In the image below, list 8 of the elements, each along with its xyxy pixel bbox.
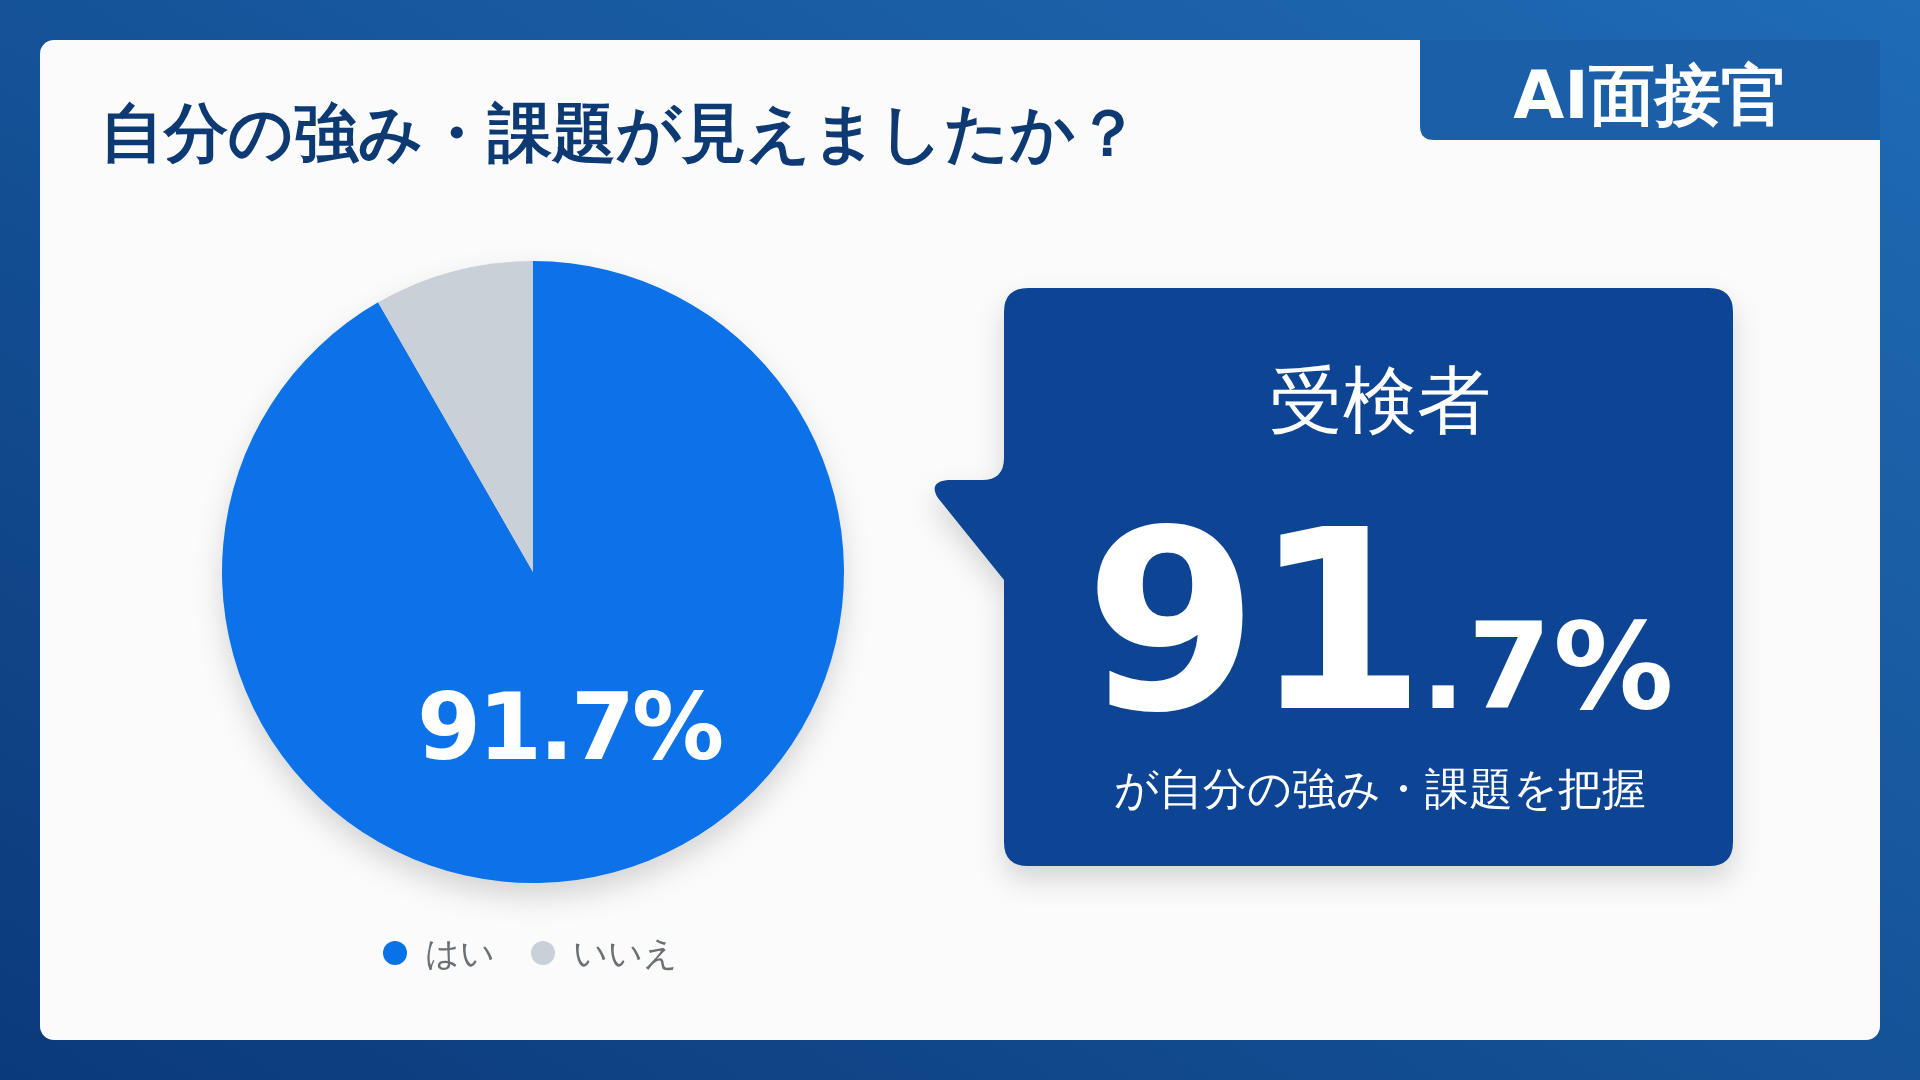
text: AI面接官 xyxy=(1513,56,1787,134)
chart-title: 自分の強み・課題が見えましたか？ xyxy=(100,96,1140,170)
pie-slice xyxy=(378,261,533,572)
legend-label: いいえ xyxy=(573,933,678,973)
data-label: 91.7% xyxy=(416,673,722,781)
legend-label: はい xyxy=(425,933,495,973)
text: 受検者 xyxy=(1269,357,1491,443)
pie-slice xyxy=(222,261,844,883)
